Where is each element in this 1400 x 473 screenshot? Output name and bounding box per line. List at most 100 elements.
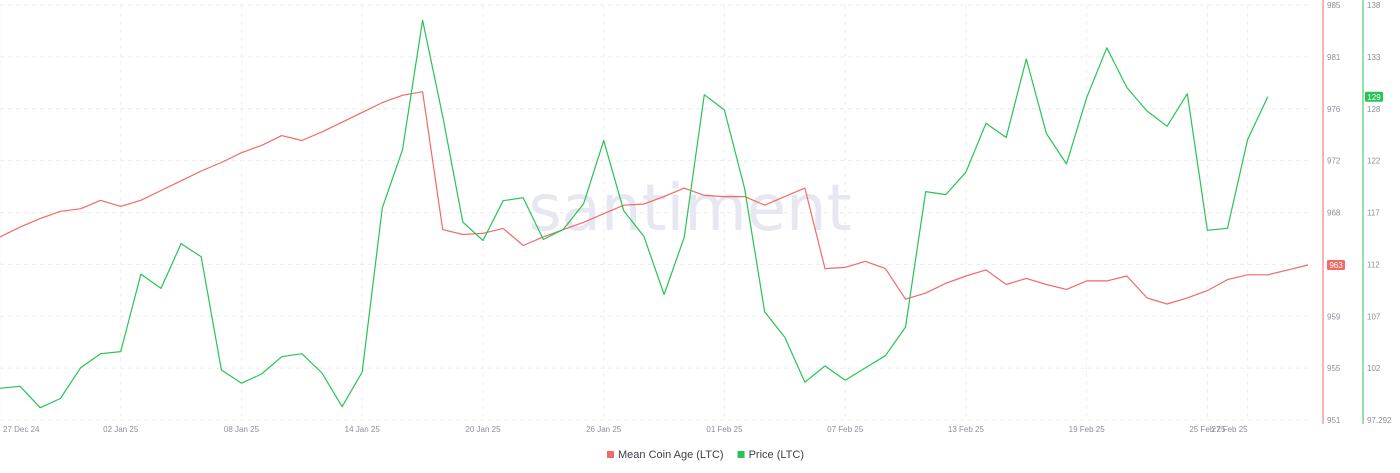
right-axis-tick: 102	[1367, 364, 1381, 373]
data-point	[1246, 273, 1249, 276]
x-axis-tick: 02 Jan 25	[103, 425, 139, 434]
data-point	[340, 405, 343, 408]
x-axis-tick: 14 Jan 25	[345, 425, 381, 434]
last-value-label: 963	[1329, 261, 1343, 270]
data-point	[381, 206, 384, 209]
data-point	[642, 202, 645, 205]
x-axis-tick: 25 Feb 25	[1189, 425, 1226, 434]
legend-item-1[interactable]: Price (LTC)	[737, 449, 804, 461]
data-point	[1105, 46, 1108, 49]
data-point	[964, 171, 967, 174]
data-point	[240, 151, 243, 154]
data-point	[1005, 283, 1008, 286]
x-axis-tick: 26 Jan 25	[586, 425, 622, 434]
data-point	[522, 244, 525, 247]
data-point	[1226, 227, 1229, 230]
watermark: santiment	[528, 172, 851, 246]
data-point	[1025, 57, 1028, 60]
last-value-badge	[1327, 259, 1345, 270]
right-axis-tick: 107	[1367, 312, 1381, 321]
right-axis-tick: 122	[1367, 157, 1381, 166]
data-point	[421, 19, 424, 22]
data-point	[844, 266, 847, 269]
left-axis-tick: 955	[1327, 364, 1341, 373]
data-point	[1085, 279, 1088, 282]
x-axis-tick: 07 Feb 25	[827, 425, 864, 434]
data-point	[1226, 278, 1229, 281]
data-point	[683, 186, 686, 189]
x-axis-tick: 27 Dec 24	[3, 425, 40, 434]
left-axis-tick: 985	[1327, 1, 1341, 10]
data-point	[79, 207, 82, 210]
data-point	[381, 101, 384, 104]
data-point	[361, 111, 364, 114]
x-axis-tick: 20 Jan 25	[465, 425, 501, 434]
x-axis-tick: 08 Jan 25	[224, 425, 260, 434]
right-axis-tick: 128	[1367, 105, 1381, 114]
data-point	[884, 354, 887, 357]
left-axis-tick: 981	[1327, 53, 1341, 62]
right-axis-tick: 112	[1367, 260, 1380, 269]
data-point	[1145, 296, 1148, 299]
data-point	[200, 255, 203, 258]
data-point	[180, 179, 183, 182]
axes-layer: 985 981 976 972 968 963 959 955 951 138 133 128 122 1…	[3, 0, 1392, 434]
data-point	[1286, 268, 1289, 271]
data-point	[0, 387, 2, 390]
left-axis-tick: 976	[1327, 105, 1341, 114]
legend-swatch	[607, 451, 614, 458]
data-point	[924, 291, 927, 294]
data-point	[1025, 277, 1028, 280]
left-axis-tick: 968	[1327, 209, 1341, 218]
data-point	[803, 381, 806, 384]
data-point	[1125, 86, 1128, 89]
x-axis-tick: 13 Feb 25	[948, 425, 985, 434]
data-point	[1266, 273, 1269, 276]
data-point	[662, 293, 665, 296]
data-point	[783, 195, 786, 198]
data-point	[1005, 136, 1008, 139]
data-point	[1186, 296, 1189, 299]
legend-swatch	[737, 451, 745, 458]
data-point	[180, 242, 183, 245]
data-point	[844, 379, 847, 382]
data-point	[220, 368, 223, 371]
data-point	[984, 268, 987, 271]
data-point	[1125, 274, 1128, 277]
data-point	[1045, 283, 1048, 286]
data-point	[884, 267, 887, 270]
data-point	[441, 228, 444, 231]
data-point	[562, 228, 565, 231]
data-point	[864, 366, 867, 369]
data-point	[1266, 95, 1269, 98]
data-point	[1306, 263, 1309, 266]
data-point	[501, 227, 504, 230]
data-point	[1166, 125, 1169, 128]
x-axis-tick: 01 Feb 25	[706, 425, 743, 434]
data-point	[743, 187, 746, 190]
data-point	[582, 221, 585, 224]
data-point	[1166, 302, 1169, 305]
data-point	[260, 372, 263, 375]
data-point	[1206, 229, 1209, 232]
data-point	[642, 235, 645, 238]
data-point	[864, 260, 867, 263]
left-axis-tick: 972	[1327, 157, 1341, 166]
data-point	[401, 148, 404, 151]
right-axis-tick: 138	[1367, 1, 1381, 10]
data-point	[542, 238, 545, 241]
data-point	[361, 370, 364, 373]
data-point	[421, 90, 424, 93]
data-point	[823, 267, 826, 270]
data-point	[984, 122, 987, 125]
legend-label: Price (LTC)	[749, 449, 804, 461]
legend-item-0[interactable]: Mean Coin Age (LTC)	[607, 449, 724, 461]
right-axis-tick: 97.292	[1367, 416, 1392, 425]
data-point	[904, 326, 907, 329]
legend[interactable]: Mean Coin Age (LTC) Price (LTC)	[607, 449, 804, 461]
data-point	[582, 202, 585, 205]
last-value-label: 129	[1367, 93, 1381, 102]
data-point	[260, 144, 263, 147]
data-point	[300, 139, 303, 142]
data-point	[703, 194, 706, 197]
